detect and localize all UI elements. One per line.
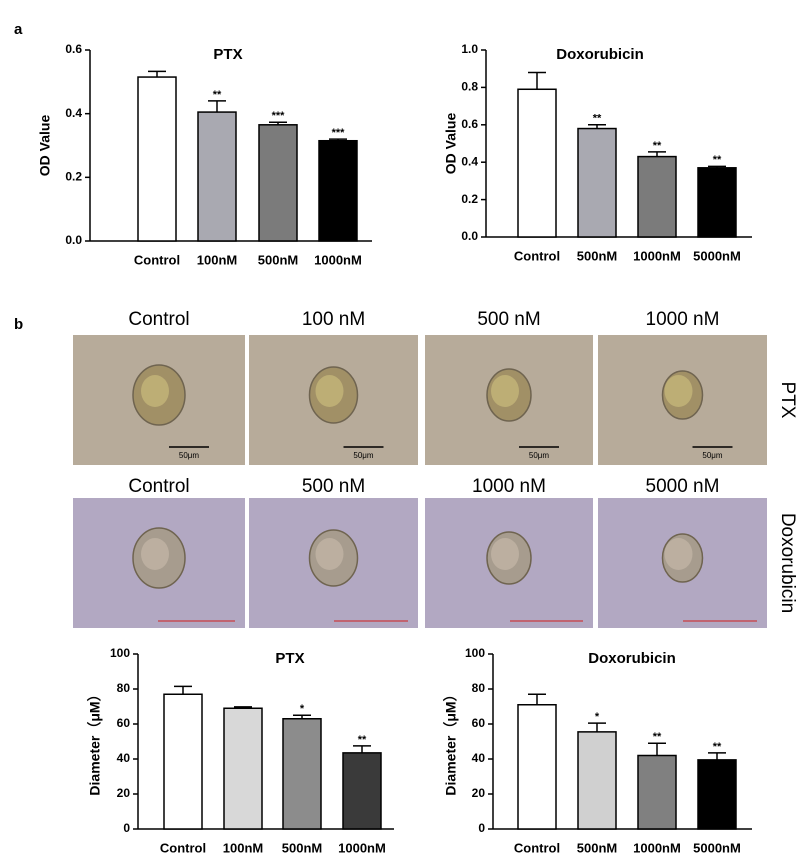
y-tick-label: 0 <box>123 821 130 835</box>
y-axis-label: OD Value <box>443 113 459 175</box>
y-axis-label: Diameter（μM） <box>87 687 103 795</box>
panel-label: a <box>14 21 23 38</box>
image-column-title: 1000 nM <box>472 476 546 497</box>
image-column-title: Control <box>128 476 189 497</box>
significance-label: ** <box>653 140 662 152</box>
y-tick-label: 20 <box>117 786 131 800</box>
y-tick-label: 20 <box>472 786 486 800</box>
bar <box>517 704 557 830</box>
x-tick-label: 500nM <box>577 248 617 263</box>
y-tick-label: 0.0 <box>461 229 478 243</box>
bar <box>342 752 382 830</box>
bar <box>697 167 737 238</box>
significance-label: * <box>300 703 305 715</box>
x-tick-label: Control <box>160 840 206 855</box>
chart-title: PTX <box>213 46 242 63</box>
y-tick-label: 80 <box>472 681 486 695</box>
significance-label: ** <box>213 89 222 101</box>
spheroid-core <box>664 375 693 407</box>
significance-label: *** <box>272 110 286 122</box>
bar <box>637 754 677 830</box>
bar <box>517 88 557 238</box>
y-tick-label: 0.8 <box>461 80 478 94</box>
spheroid-core <box>141 375 169 407</box>
scale-bar-label: 50μm <box>702 451 723 460</box>
row-label: Doxorubicin <box>777 513 798 613</box>
bar <box>318 139 358 242</box>
panel-label: b <box>14 316 23 333</box>
y-tick-label: 0.6 <box>65 42 82 56</box>
x-tick-label: 500nM <box>577 840 617 855</box>
spheroid-core <box>664 538 693 570</box>
bar <box>697 759 737 830</box>
spheroid-core <box>141 538 169 570</box>
y-tick-label: 0 <box>478 821 485 835</box>
spheroid-core <box>315 375 344 407</box>
bar <box>637 155 677 238</box>
significance-label: * <box>595 711 600 723</box>
significance-label: ** <box>593 113 602 125</box>
chart-title: Doxorubicin <box>588 650 676 667</box>
y-tick-label: 60 <box>117 716 131 730</box>
image-column-title: 500 nM <box>302 476 365 497</box>
y-tick-label: 80 <box>117 681 131 695</box>
y-tick-label: 40 <box>472 751 486 765</box>
bar <box>197 111 237 242</box>
bar <box>577 127 617 238</box>
bar <box>258 124 298 242</box>
spheroid-core <box>491 375 519 407</box>
significance-label: ** <box>713 154 722 166</box>
bar <box>282 718 322 830</box>
bar <box>577 731 617 830</box>
x-tick-label: Control <box>134 252 180 267</box>
bar <box>163 693 203 830</box>
x-tick-label: 100nM <box>197 252 237 267</box>
bar <box>137 76 177 242</box>
x-tick-label: Control <box>514 840 560 855</box>
scale-bar-label: 50μm <box>353 451 374 460</box>
y-tick-label: 60 <box>472 716 486 730</box>
x-tick-label: 1000nM <box>633 840 681 855</box>
image-column-title: 500 nM <box>477 309 540 330</box>
y-tick-label: 0.2 <box>461 192 478 206</box>
x-tick-label: 1000nM <box>314 252 362 267</box>
y-tick-label: 40 <box>117 751 131 765</box>
y-axis-label: Diameter（μM） <box>443 687 459 795</box>
bar <box>223 707 263 830</box>
spheroid-core <box>315 538 344 570</box>
significance-label: *** <box>332 127 346 139</box>
x-tick-label: 500nM <box>258 252 298 267</box>
y-tick-label: 0.6 <box>461 117 478 131</box>
significance-label: ** <box>713 741 722 753</box>
scale-bar-label: 50μm <box>529 451 550 460</box>
x-tick-label: 1000nM <box>633 248 681 263</box>
y-tick-label: 100 <box>465 646 485 660</box>
y-tick-label: 0.4 <box>461 154 478 168</box>
x-tick-label: Control <box>514 248 560 263</box>
y-tick-label: 0.2 <box>65 170 82 184</box>
chart-title: PTX <box>275 650 304 667</box>
x-tick-label: 1000nM <box>338 840 386 855</box>
x-tick-label: 100nM <box>223 840 263 855</box>
chart-title: Doxorubicin <box>556 46 644 63</box>
row-label: PTX <box>777 382 798 419</box>
image-column-title: 1000 nM <box>646 309 720 330</box>
x-tick-label: 5000nM <box>693 840 741 855</box>
image-column-title: 5000 nM <box>646 476 720 497</box>
y-tick-label: 1.0 <box>461 42 478 56</box>
spheroid-core <box>491 538 519 570</box>
image-column-title: 100 nM <box>302 309 365 330</box>
significance-label: ** <box>653 731 662 743</box>
x-tick-label: 500nM <box>282 840 322 855</box>
y-axis-label: OD Value <box>37 115 53 177</box>
y-tick-label: 0.4 <box>65 106 82 120</box>
x-tick-label: 5000nM <box>693 248 741 263</box>
scale-bar-label: 50μm <box>179 451 200 460</box>
y-tick-label: 0.0 <box>65 233 82 247</box>
image-column-title: Control <box>128 309 189 330</box>
y-tick-label: 100 <box>110 646 130 660</box>
significance-label: ** <box>358 734 367 746</box>
